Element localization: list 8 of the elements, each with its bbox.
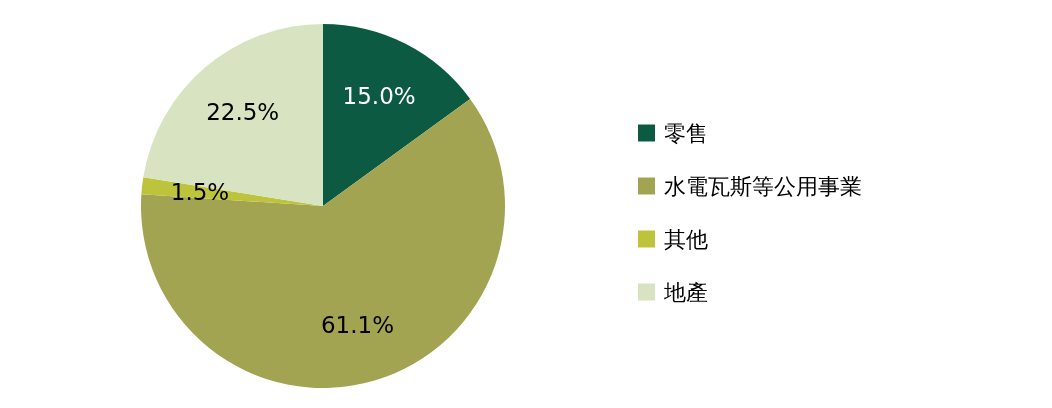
data-label: 15.0% [342, 82, 416, 109]
data-label: 22.5% [206, 98, 280, 125]
legend-label: 地產 [663, 279, 708, 305]
data-label: 61.1% [320, 311, 395, 338]
legend-label: 零售 [664, 120, 708, 146]
data-label: 1.5% [170, 179, 230, 206]
legend-label: 水電瓦斯等公用事業 [664, 173, 862, 199]
legend-label: 其他 [664, 226, 708, 252]
